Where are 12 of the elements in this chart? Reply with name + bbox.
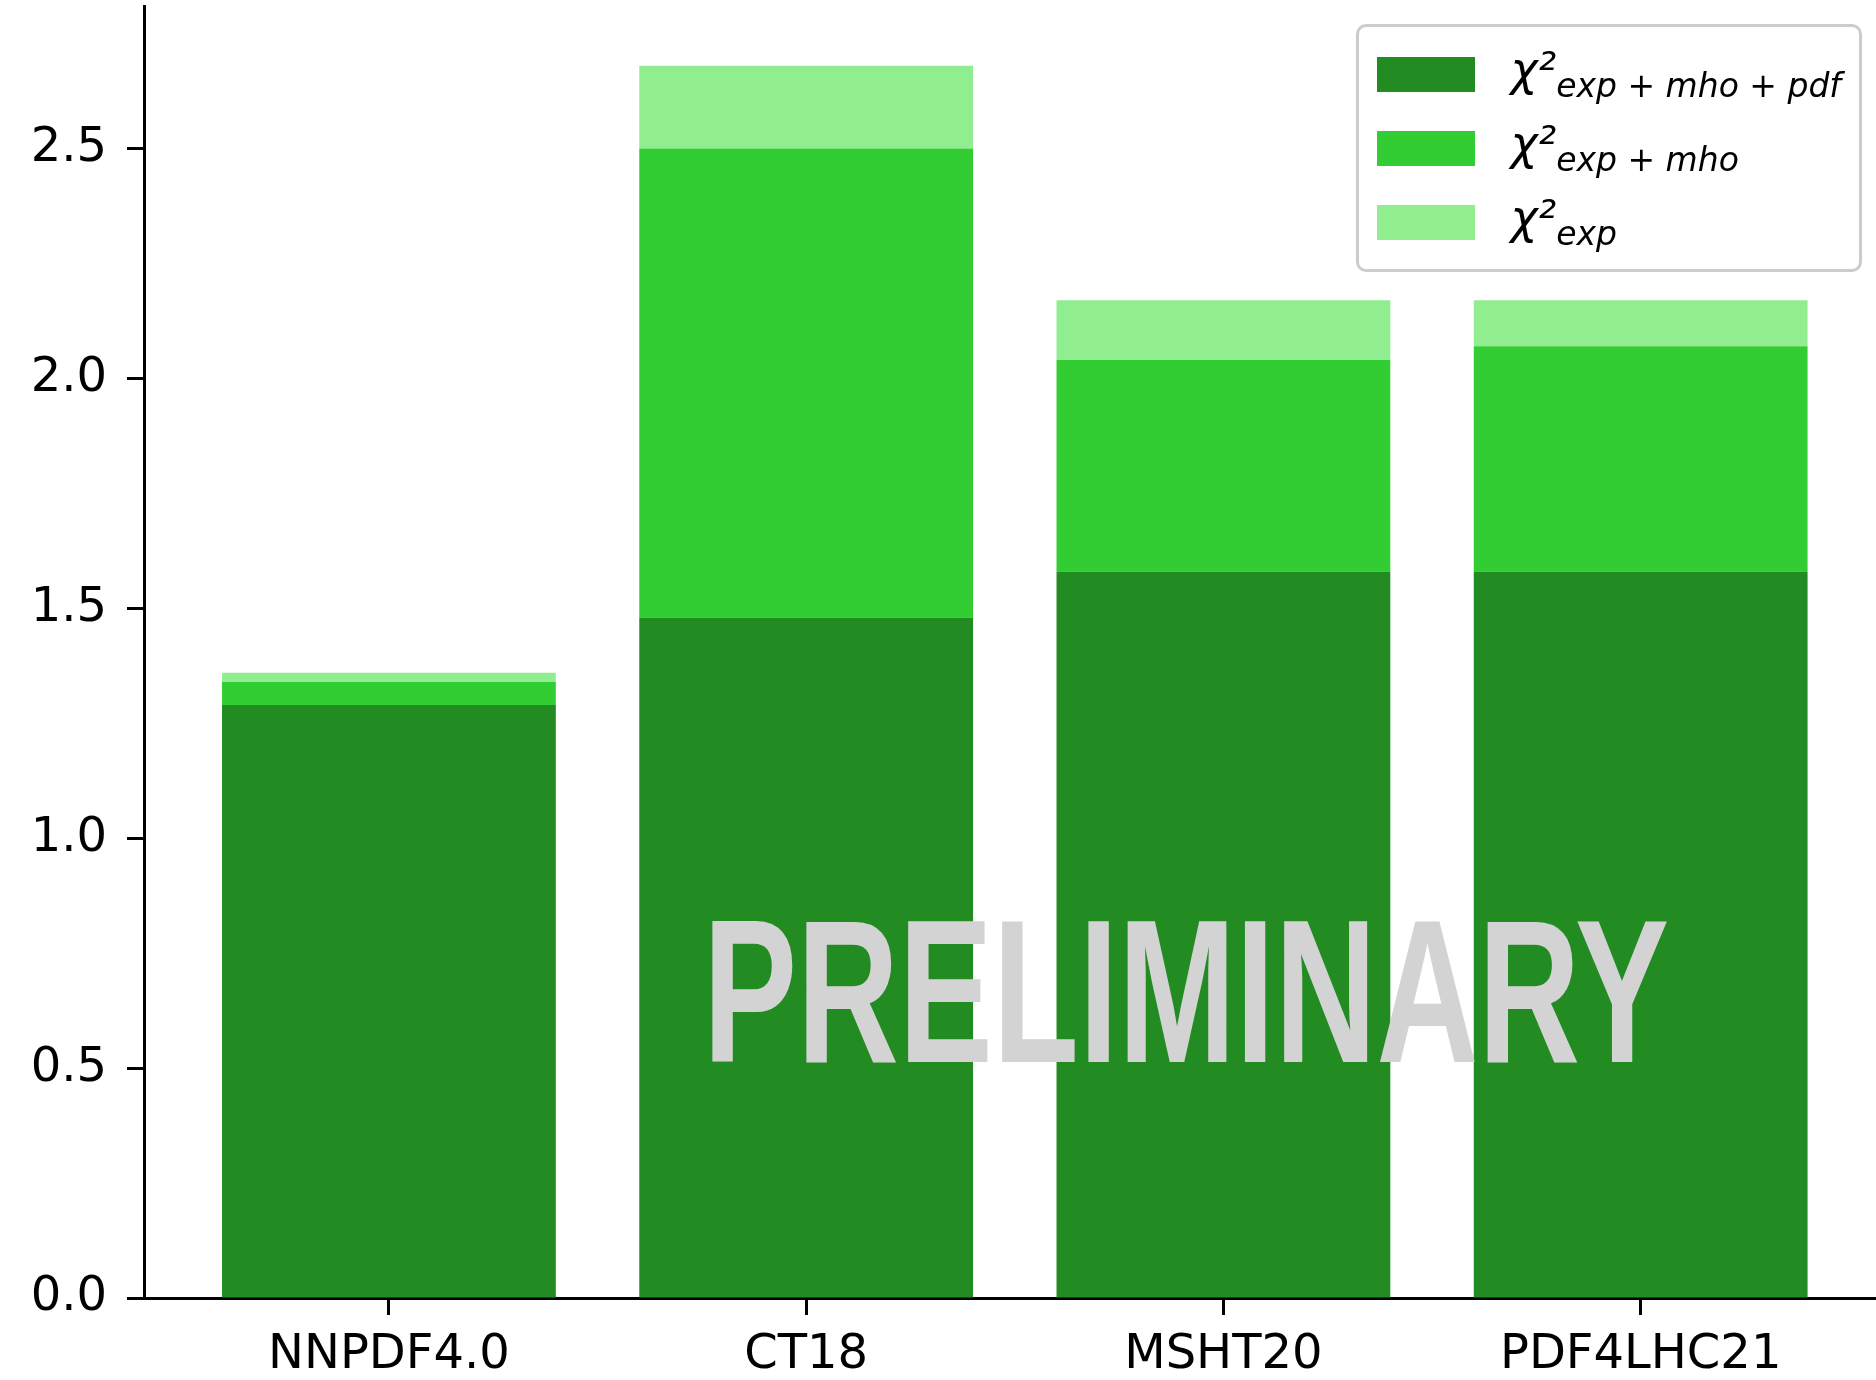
legend-label: χ²$_{exp}$ [1510,190,1617,253]
x-tick-label: CT18 [744,1323,869,1380]
y-tick-label: 1.5 [30,575,107,632]
x-tick-label: PDF4LHC21 [1499,1323,1782,1380]
y-tick-label: 2.0 [30,345,107,402]
y-tick-label: 0.5 [30,1035,107,1092]
y-tick-label: 2.5 [30,116,107,172]
x-tick-label: NNPDF4.0 [268,1323,510,1380]
y-tick-label: 1.0 [30,805,107,862]
y-tick-label: 0.0 [30,1265,107,1322]
x-tick-label: MSHT20 [1124,1323,1323,1380]
legend-label: χ²$_{exp + mho}$ [1510,116,1739,179]
